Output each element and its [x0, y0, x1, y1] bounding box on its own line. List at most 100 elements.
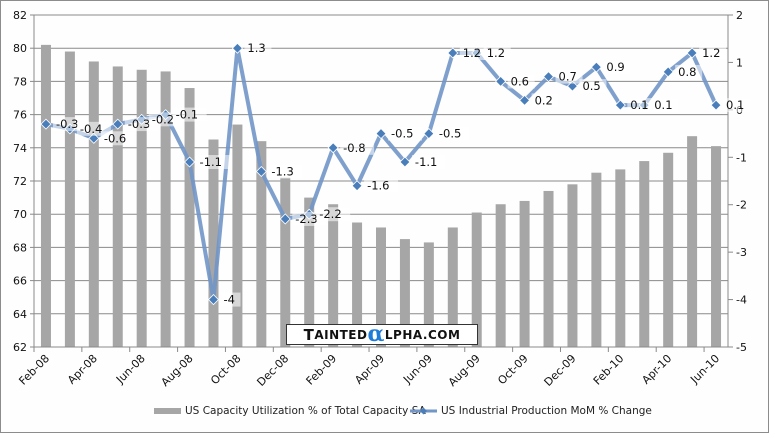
data-label: 1.2	[702, 46, 720, 60]
left-axis-tick-label: 70	[13, 208, 27, 221]
data-label-bg	[196, 155, 231, 170]
data-label-bg	[100, 131, 135, 146]
legend-label-line: US Industrial Production MoM % Change	[441, 405, 652, 417]
line-point	[399, 156, 411, 168]
bar	[376, 227, 386, 347]
data-label-bg	[603, 60, 631, 75]
x-axis-tick-label: Dec-09	[542, 352, 579, 389]
line-point	[88, 132, 100, 144]
left-axis-tick-label: 78	[13, 75, 27, 88]
line-point	[375, 128, 387, 140]
data-label-bg	[723, 98, 751, 113]
bar	[639, 161, 650, 347]
data-label-bg	[388, 126, 422, 141]
left-axis-tick-label: 62	[13, 341, 27, 354]
data-label-bg	[675, 64, 703, 79]
data-label-bg	[531, 93, 559, 108]
line-point	[231, 42, 243, 54]
line-point	[614, 99, 626, 111]
data-label: 0.7	[559, 70, 577, 84]
bar	[399, 239, 410, 347]
line-point	[590, 61, 602, 73]
bar	[447, 227, 458, 347]
left-axis-tick-label: 64	[13, 308, 27, 321]
line-point	[112, 118, 124, 130]
data-label-bg	[579, 79, 607, 94]
data-label: -2.2	[319, 207, 341, 221]
data-label: -2.3	[295, 212, 317, 226]
legend-swatch-bar	[154, 408, 181, 414]
bar	[304, 197, 315, 347]
x-axis-tick-label: Oct-09	[495, 352, 530, 387]
line-point	[686, 47, 698, 59]
x-axis-tick-label: Apr-08	[65, 352, 100, 387]
data-label: -1.1	[200, 155, 222, 169]
bar	[711, 146, 722, 347]
bar	[687, 136, 698, 347]
left-axis-tick-label: 76	[13, 109, 27, 122]
bar	[232, 124, 243, 347]
data-label: -1.1	[415, 155, 437, 169]
line-point	[662, 66, 674, 78]
line-point	[40, 118, 52, 130]
data-label: -0.1	[176, 108, 198, 122]
data-label: -0.5	[439, 127, 461, 141]
data-label-bg	[364, 178, 399, 193]
data-label: 1.2	[487, 46, 505, 60]
bar	[567, 184, 578, 347]
data-label: -1.6	[367, 179, 389, 193]
legend-label-bar: US Capacity Utilization % of Total Capac…	[185, 405, 427, 417]
data-label-bg	[507, 74, 535, 89]
line-point	[519, 94, 531, 106]
data-label: 0.9	[606, 60, 624, 74]
bar	[543, 190, 554, 347]
data-label-bg	[316, 207, 351, 222]
bar	[615, 169, 626, 347]
bar	[64, 51, 75, 348]
legend: US Capacity Utilization % of Total Capac…	[154, 405, 652, 417]
data-label-bg	[172, 107, 207, 122]
data-label-bg	[244, 41, 272, 56]
bar	[280, 177, 291, 347]
right-axis-tick-label: -1	[736, 151, 747, 164]
left-axis-tick-label: 74	[13, 142, 27, 155]
data-label: -0.6	[104, 131, 126, 145]
data-label-bg	[555, 69, 583, 84]
data-label: 1.2	[463, 46, 481, 60]
line-point	[495, 75, 507, 87]
data-label: 0.5	[582, 79, 600, 93]
x-axis-tick-label: Feb-10	[591, 352, 627, 388]
line-point	[543, 71, 555, 83]
data-label: -0.2	[152, 112, 174, 126]
bar	[423, 242, 434, 347]
x-axis-tick-label: Jun-09	[400, 352, 435, 387]
data-label-bg	[627, 98, 655, 113]
bar	[112, 66, 123, 348]
data-label: 0.1	[654, 98, 672, 112]
right-axis-tick-label: -3	[736, 246, 747, 259]
left-axis-tick-label: 80	[13, 42, 27, 55]
x-axis-tick-label: Jun-08	[113, 352, 148, 387]
data-label: 0.2	[535, 93, 553, 107]
bar	[352, 222, 363, 347]
left-axis-tick-label: 66	[13, 275, 27, 288]
x-axis-tick-label: Feb-08	[16, 352, 52, 388]
data-label: -0.3	[56, 117, 78, 131]
watermark-logo: T AINTED α LPHA.COM	[286, 323, 478, 345]
bar	[256, 141, 267, 347]
x-axis-tick-label: Dec-08	[254, 352, 291, 389]
bar	[663, 152, 674, 347]
bar	[136, 69, 147, 347]
right-axis-tick-label: -5	[736, 341, 747, 354]
data-label: -1.3	[271, 165, 293, 179]
data-label-bg	[483, 45, 511, 60]
right-axis-tick-label: 1	[736, 56, 743, 69]
x-axis-tick-label: Oct-08	[208, 352, 243, 387]
line-point	[423, 128, 435, 140]
right-axis-tick-label: -4	[736, 294, 747, 307]
data-label: -0.4	[80, 122, 102, 136]
bar	[40, 44, 51, 347]
bar	[591, 172, 602, 347]
data-label-bg	[220, 292, 241, 307]
